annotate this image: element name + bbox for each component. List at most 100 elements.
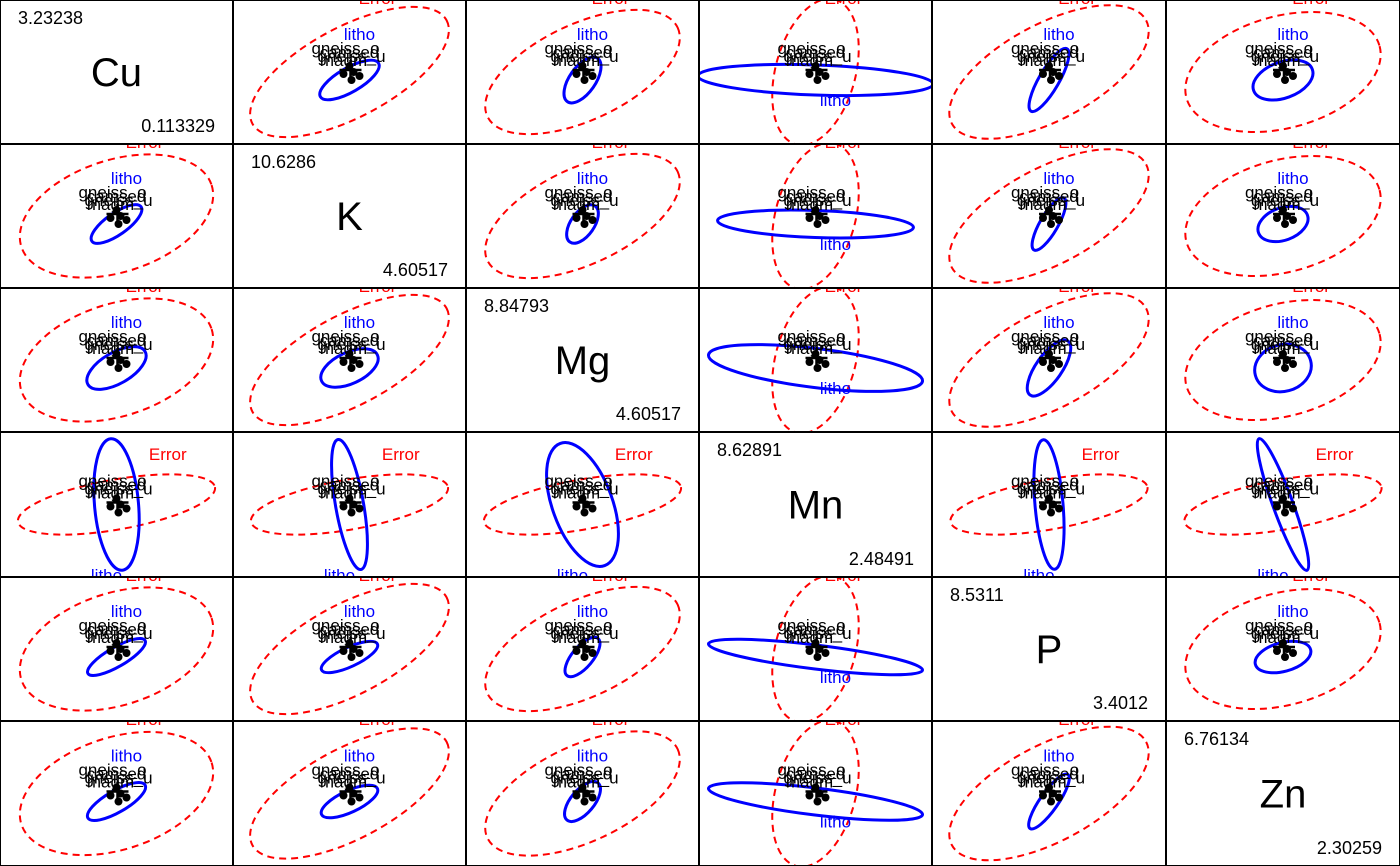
hypothesis-ellipse [1032,438,1066,571]
group-label: camsed [87,765,147,784]
group-label: gneiss_u [783,47,851,66]
group-mean-point [122,216,131,224]
grand-mean-cross [1273,60,1295,82]
error-ellipse [948,292,1150,428]
hypothesis-label: litho [820,668,851,687]
group-mean-point [1273,358,1281,366]
diag-max-label: 10.6286 [251,152,316,172]
error-label: Error [1058,133,1096,152]
grand-mean-cross [339,492,362,515]
hypothesis-label: litho [111,602,142,621]
hypothesis-label: litho [1277,169,1308,188]
error-label: Error [592,566,630,585]
group-mean-point [805,358,814,366]
group-mean-point [572,502,581,511]
group-mean-point [122,793,131,802]
hypothesis-label: litho [820,813,851,832]
hypothesis-label: litho [324,566,355,585]
grand-mean-cross [106,492,129,515]
hypothesis-label: litho [1043,169,1074,188]
hypothesis-label: litho [577,169,608,188]
error-label: Error [359,710,397,729]
error-label: Error [1082,445,1120,464]
group-mean-point [339,358,348,366]
group-mean-point [572,791,581,800]
group-mean-point [106,647,115,655]
hypothesis-label: litho [1277,602,1308,621]
group-mean-point [805,791,814,800]
error-ellipse [1184,155,1382,277]
group-label: gneiss_o [1245,327,1313,346]
group-label: gneiss_o [544,183,612,202]
group-label: gneiss_o [311,616,379,635]
group-label: gneiss_o [1245,472,1313,491]
hypothesis-ellipse [1251,58,1315,102]
group-label: gneiss_u [1017,47,1085,66]
group-mean-point [355,360,364,368]
diag-variable-label: K [336,195,363,239]
group-mean-point [1055,216,1063,224]
group-mean-point [1289,504,1297,513]
group-label: camsed [1253,43,1313,62]
error-ellipse [484,585,681,713]
error-label: Error [615,445,653,464]
hypothesis-ellipse [1253,342,1313,394]
group-mean-point [1039,358,1047,366]
hypothesis-ellipse [562,55,603,105]
error-label: Error [149,445,187,464]
group-label: camsed [1253,476,1313,495]
diag-max-label: 3.23238 [18,8,83,28]
group-label: gneiss_o [544,472,612,491]
diag-min-label: 0.113329 [141,116,215,136]
error-ellipse [948,725,1150,862]
group-label: gneiss_u [550,191,618,210]
group-label: magm [1019,195,1066,214]
hypothesis-label: litho [344,313,375,332]
group-label: gneiss_u [783,624,851,643]
group-label: gneiss_u [317,47,385,66]
group-mean-point [572,647,581,655]
hypothesis-label: litho [111,313,142,332]
group-mean-point [1039,70,1047,78]
group-mean-point [1055,793,1063,802]
group-mean-point [1039,791,1047,800]
error-ellipse [482,473,683,536]
group-label: gneiss_o [1011,472,1079,491]
hypothesis-label: litho [577,25,608,44]
group-label: magm [1019,484,1066,503]
error-ellipse [1184,588,1382,710]
group-mean-point [339,791,348,800]
grand-mean-cross [1273,637,1295,659]
error-label: Error [126,710,164,729]
error-label: Error [592,133,630,152]
group-mean-point [588,72,597,80]
group-label: gneiss_u [84,335,152,354]
error-ellipse [16,473,217,536]
group-label: camsed [87,620,147,639]
group-mean-point [805,70,814,78]
hypothesis-label: litho [344,747,375,766]
grand-mean-cross [339,781,362,804]
group-mean-point [1055,504,1063,513]
group-label: gneiss_u [1017,480,1085,499]
group-label: magm [320,773,367,792]
grand-mean-cross [572,60,595,82]
group-label: magm [87,484,134,503]
grand-mean-cross [1039,204,1061,226]
error-label: Error [1292,277,1330,296]
group-label: gneiss_o [1011,183,1079,202]
group-label: magm [87,628,134,647]
group-label: magm [786,195,833,214]
group-label: gneiss_u [1017,335,1085,354]
group-label: gneiss_o [1245,39,1313,58]
group-label: camsed [1019,765,1079,784]
hypothesis-label: litho [344,25,375,44]
